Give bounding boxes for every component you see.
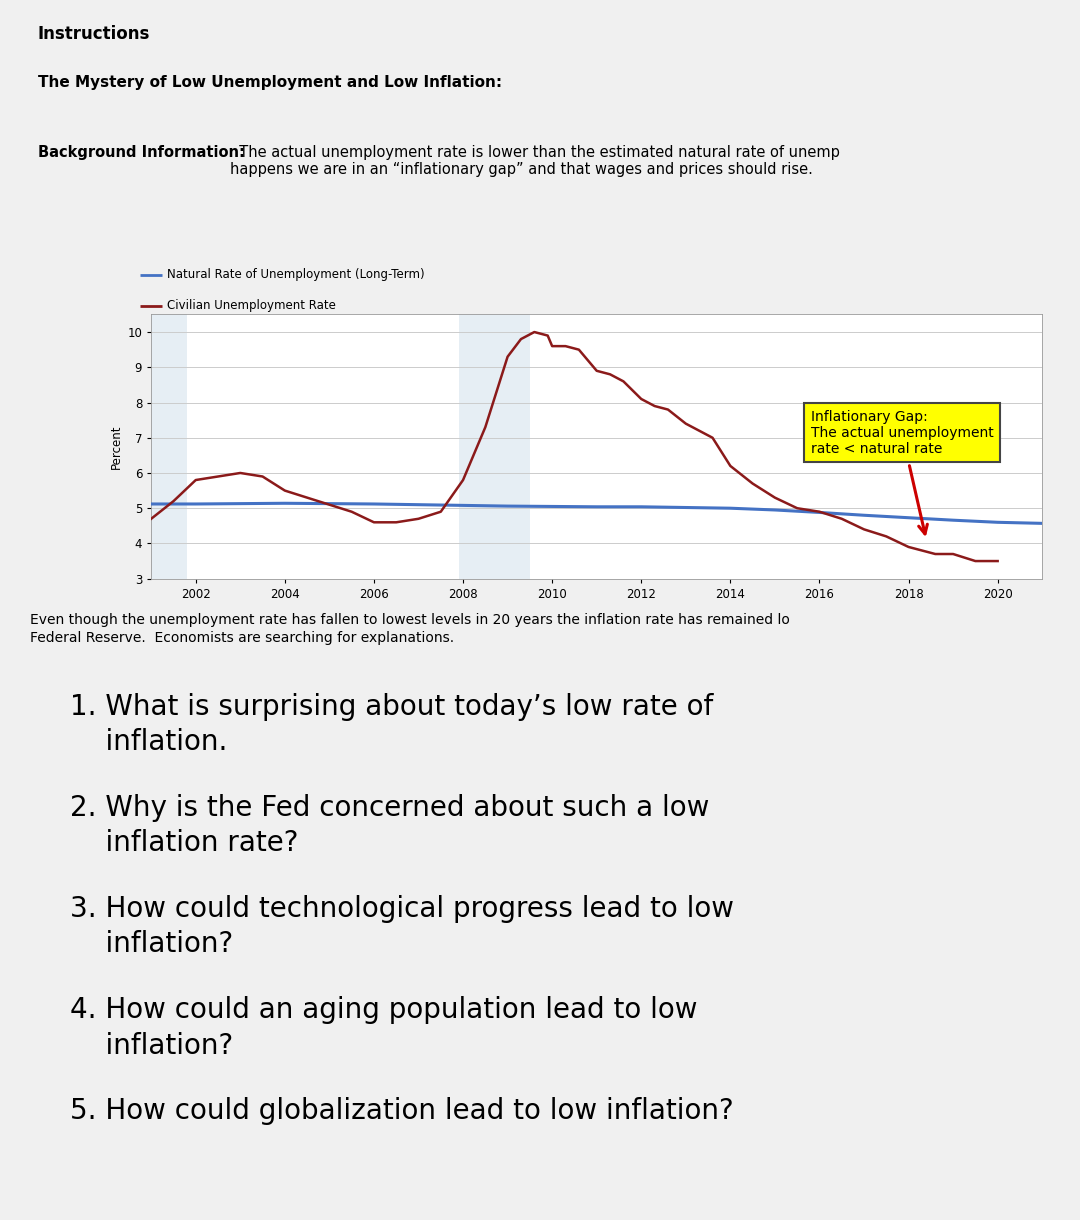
Text: Civilian Unemployment Rate: Civilian Unemployment Rate — [166, 299, 336, 312]
Text: The actual unemployment rate is lower than the estimated natural rate of unemp
h: The actual unemployment rate is lower th… — [230, 145, 840, 177]
Text: 4. How could an aging population lead to low
    inflation?: 4. How could an aging population lead to… — [70, 996, 698, 1060]
Bar — [459, 315, 530, 578]
Text: 2. Why is the Fed concerned about such a low
    inflation rate?: 2. Why is the Fed concerned about such a… — [70, 794, 710, 858]
Text: Instructions: Instructions — [38, 24, 150, 43]
Bar — [151, 315, 187, 578]
Text: 3. How could technological progress lead to low
    inflation?: 3. How could technological progress lead… — [70, 894, 734, 959]
Text: Background Information:: Background Information: — [38, 145, 245, 160]
Text: Inflationary Gap:
The actual unemployment
rate < natural rate: Inflationary Gap: The actual unemploymen… — [810, 410, 994, 534]
Text: Even though the unemployment rate has fallen to lowest levels in 20 years the in: Even though the unemployment rate has fa… — [30, 612, 791, 645]
Text: 1. What is surprising about today’s low rate of
    inflation.: 1. What is surprising about today’s low … — [70, 693, 714, 756]
Y-axis label: Percent: Percent — [110, 425, 123, 468]
Text: Natural Rate of Unemployment (Long-Term): Natural Rate of Unemployment (Long-Term) — [166, 268, 424, 281]
Text: 5. How could globalization lead to low inflation?: 5. How could globalization lead to low i… — [70, 1097, 734, 1125]
Text: The Mystery of Low Unemployment and Low Inflation:: The Mystery of Low Unemployment and Low … — [38, 76, 502, 90]
